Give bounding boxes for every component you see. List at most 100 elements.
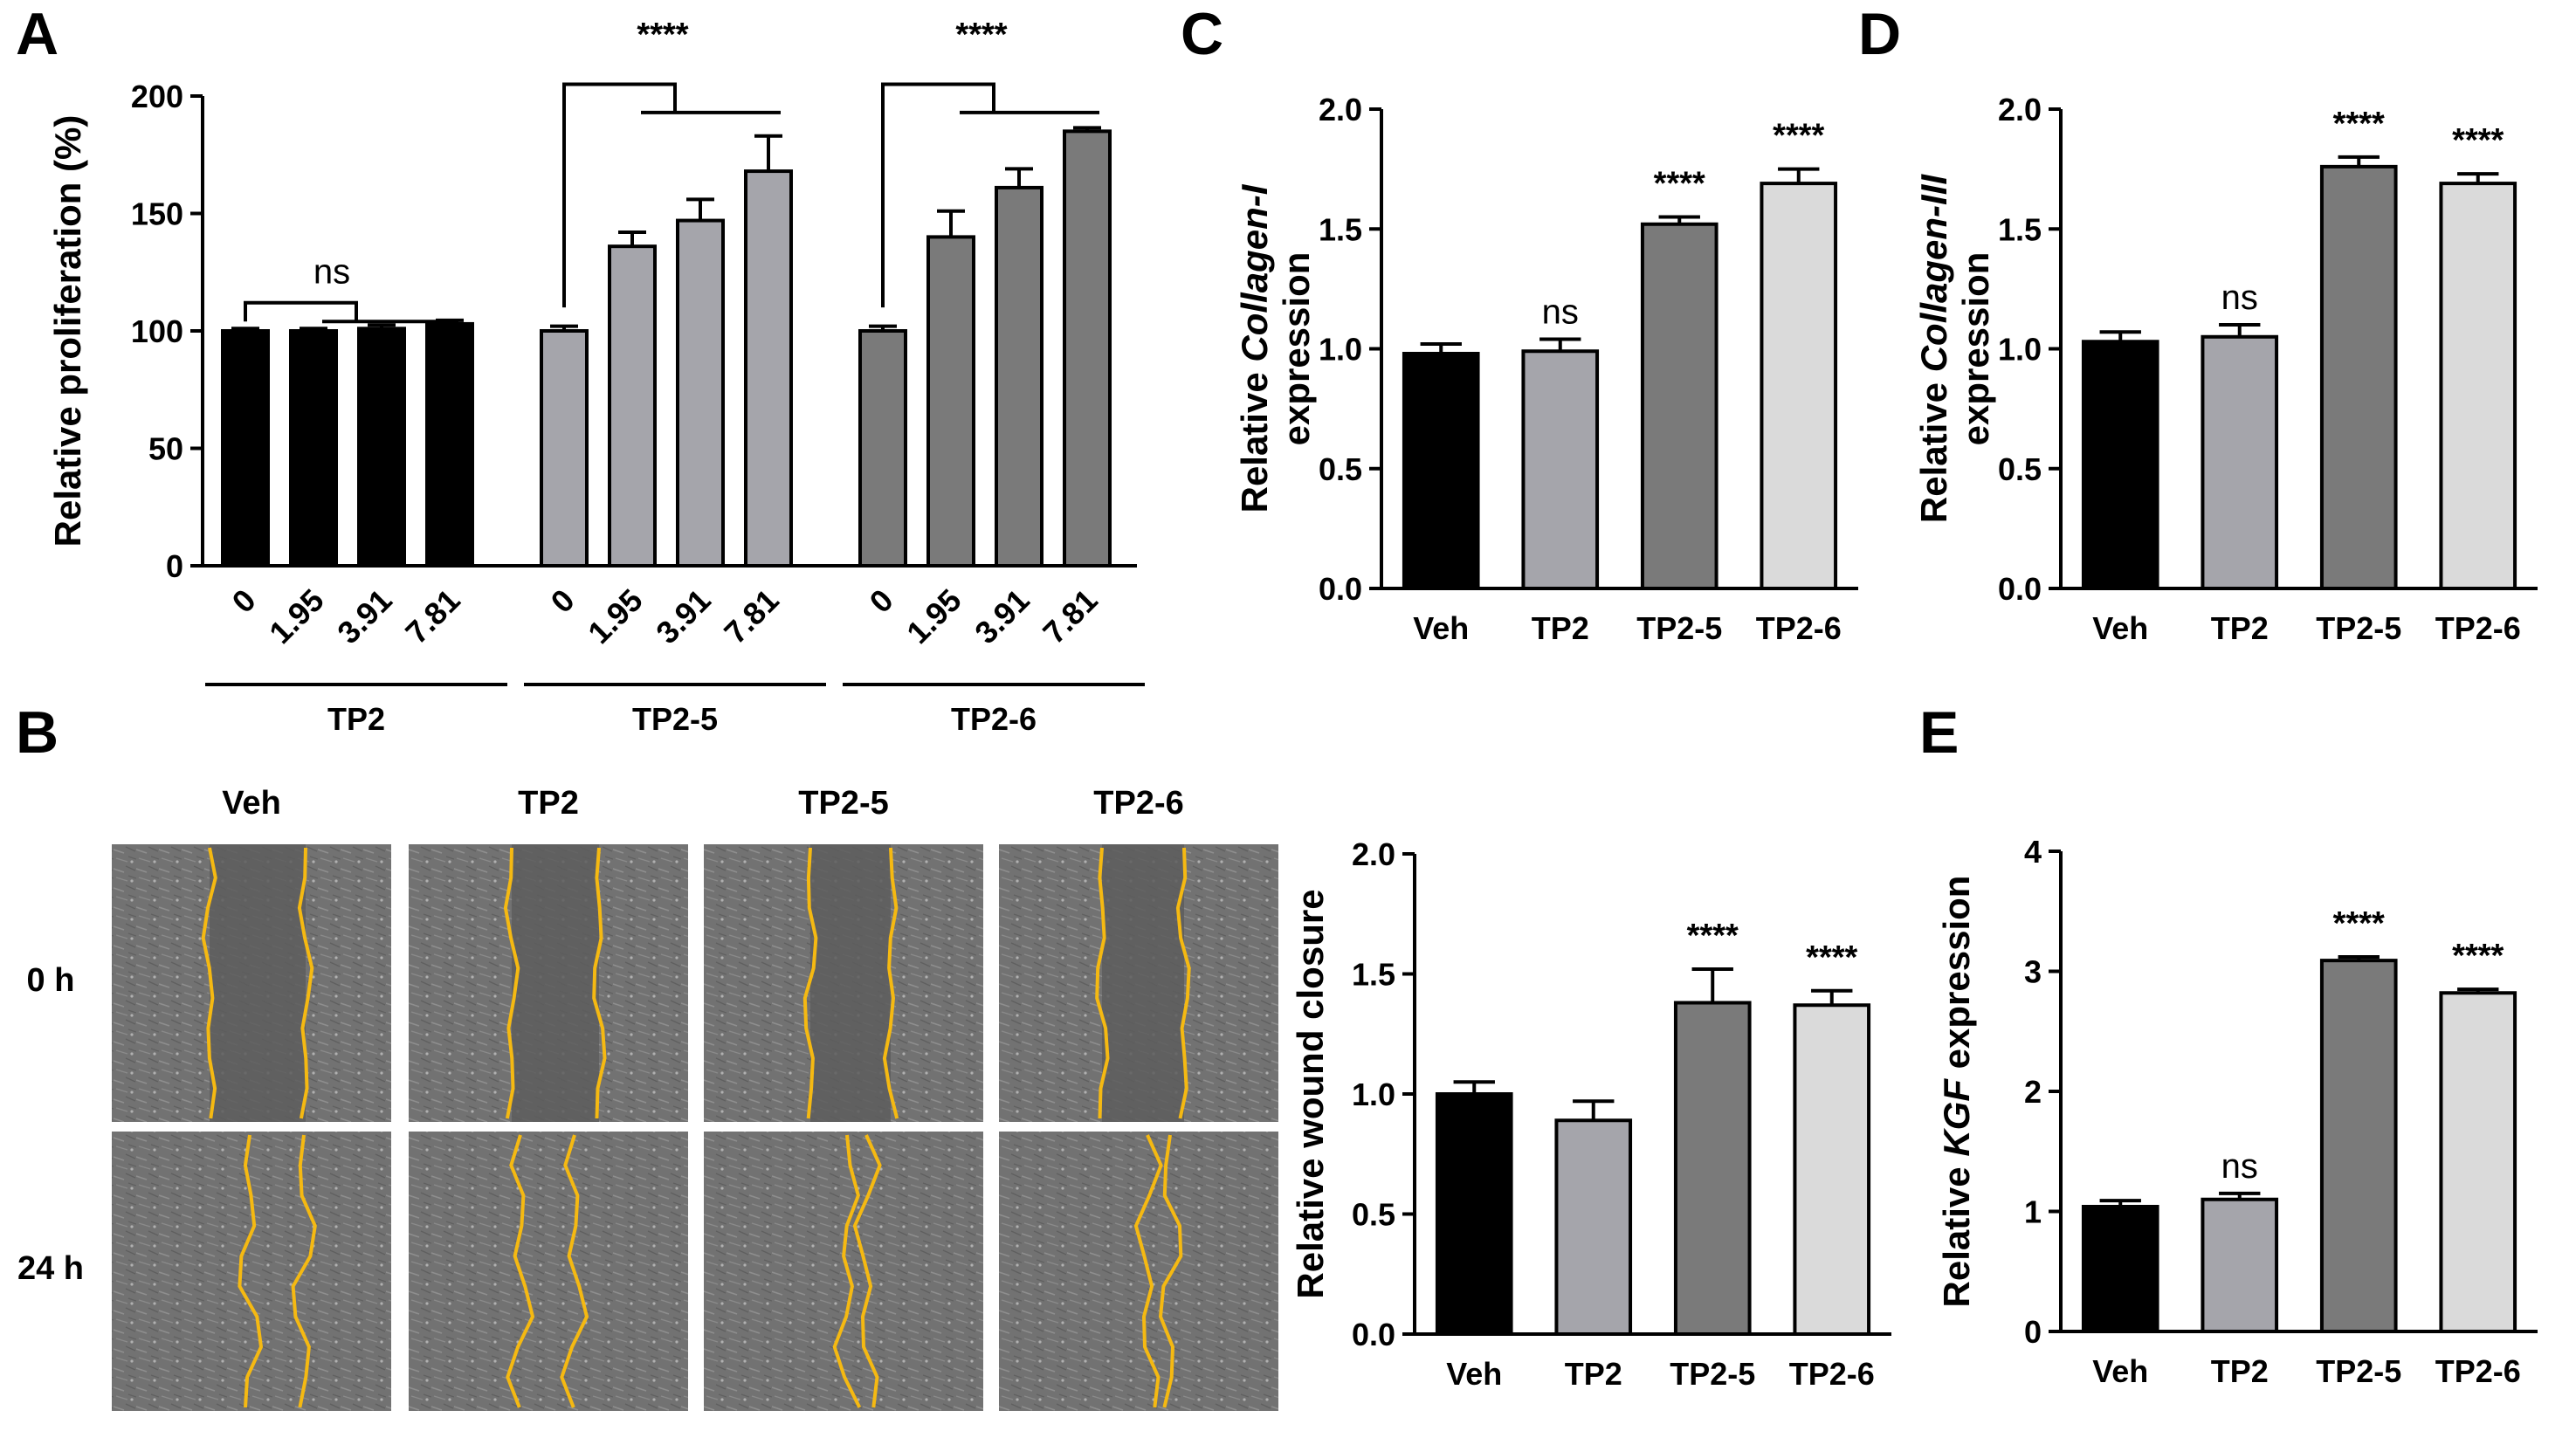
category-label: 7.81	[1036, 582, 1105, 651]
wound-edge-line	[560, 1134, 589, 1408]
y-tick-label: 0.5	[1319, 451, 1362, 487]
wound-edge-line	[802, 847, 818, 1119]
bar-tp2-5-3	[744, 169, 793, 568]
bar-tp2-6	[1793, 1003, 1871, 1336]
category-label: TP2-6	[1756, 610, 1842, 646]
wound-edge-line	[1095, 847, 1110, 1119]
bar-veh	[2081, 1205, 2159, 1333]
significance-bracket	[881, 82, 995, 308]
wound-edge-line	[201, 847, 217, 1119]
category-label: Veh	[2092, 1353, 2148, 1389]
category-label: TP2	[2211, 1353, 2269, 1389]
y-tick-label: 0.5	[1998, 451, 2042, 487]
category-label: TP2	[2211, 610, 2269, 646]
wound-edge-line	[1133, 1134, 1163, 1408]
category-label: 3.91	[968, 582, 1037, 651]
category-label: TP2-5	[2316, 610, 2401, 646]
significance-label: ****	[2333, 905, 2385, 942]
bar-tp2-5	[2319, 164, 2398, 590]
category-label: Veh	[1446, 1356, 1502, 1392]
significance-bracket	[244, 300, 358, 322]
category-label: Veh	[2092, 610, 2148, 646]
bar-tp2	[2201, 1197, 2279, 1333]
wound-edge-line	[238, 1134, 264, 1408]
wound-edge-line	[1175, 847, 1191, 1119]
bar-veh	[1402, 351, 1480, 590]
significance-bracket	[562, 82, 677, 308]
wound-gap	[512, 844, 599, 1122]
bar-tp2-6-1	[926, 235, 975, 568]
wound-photo	[999, 1132, 1278, 1411]
wound-edge-line	[592, 847, 607, 1119]
bar-tp2-5-1	[608, 244, 657, 568]
bar-tp2	[1521, 349, 1600, 590]
group-label: TP2-6	[951, 701, 1037, 737]
panel-letter-a: A	[16, 1, 59, 67]
wound-edge-line	[503, 847, 520, 1119]
y-tick-label: 1.0	[1319, 332, 1362, 368]
y-axis-label-line2: expression	[1955, 252, 1996, 446]
bar-tp2-6-3	[1063, 129, 1112, 568]
bar-tp2-5	[1673, 1001, 1752, 1336]
panel-letter-c: C	[1181, 1, 1223, 67]
y-tick-label: 1	[2024, 1194, 2042, 1230]
y-tick-label: 2.0	[1352, 836, 1395, 872]
y-tick-label: 1.0	[1998, 332, 2042, 368]
category-label: 1.95	[262, 582, 331, 651]
group-label: TP2-5	[632, 701, 718, 737]
category-label: TP2	[1565, 1356, 1622, 1392]
bar-tp2-6	[2439, 991, 2517, 1333]
significance-label: ****	[1654, 166, 1705, 203]
bar-tp2-1	[289, 329, 338, 568]
category-label: 3.91	[649, 582, 718, 651]
y-tick-label: 50	[148, 431, 183, 467]
wound-gap	[210, 844, 306, 1122]
y-tick-label: 4	[2024, 834, 2042, 870]
y-tick-label: 1.5	[1319, 211, 1362, 247]
category-label: 3.91	[330, 582, 399, 651]
bar-tp2	[2201, 334, 2279, 590]
bar-veh	[2081, 340, 2159, 590]
category-label: 1.95	[581, 582, 650, 651]
category-label: TP2-5	[2316, 1353, 2401, 1389]
bar-veh	[1435, 1092, 1513, 1336]
y-tick-label: 1.5	[1998, 211, 2042, 247]
bar-tp2-5	[1640, 222, 1718, 590]
y-tick-label: 0	[2024, 1314, 2042, 1350]
category-label: 0	[544, 582, 582, 620]
y-axis-label-part: Relative	[1234, 362, 1275, 513]
panel-letter-b: B	[16, 699, 59, 766]
photo-column-label: TP2-6	[1093, 785, 1183, 822]
bar-tp2-2	[357, 327, 406, 568]
category-label: 7.81	[717, 582, 786, 651]
y-axis-label-part: Relative	[1936, 1157, 1977, 1308]
y-tick-label: 2	[2024, 1074, 2042, 1110]
y-tick-label: 2.0	[1998, 92, 2042, 127]
y-axis-label-part: KGF	[1936, 1078, 1977, 1157]
photo-column-label: TP2-5	[798, 785, 888, 822]
bar-tp2-5-0	[540, 329, 589, 568]
significance-label: ****	[1773, 118, 1824, 155]
y-axis-label-part: Collagen-III	[1913, 174, 1954, 373]
chart-c-collagen-i: 0.0 0.5 1.0 1.5 2.0 Veh TP2 ns TP2-5 **** TP2-6 ***…	[1234, 92, 1858, 646]
bar-tp2-6-2	[995, 185, 1043, 568]
significance-label: ****	[2452, 938, 2504, 974]
y-axis-label: Relative wound closure	[1290, 889, 1331, 1298]
y-axis-label-line1: Relative Collagen-III	[1913, 174, 1954, 523]
wound-edge-line	[832, 1134, 862, 1408]
bar-tp2-6-0	[858, 329, 907, 568]
y-tick-label: 2.0	[1319, 92, 1362, 127]
y-tick-label: 1.0	[1352, 1077, 1395, 1112]
y-axis-label-part: Relative	[1913, 372, 1954, 523]
wound-healing-photo-grid: Veh TP2 TP2-5 TP2-6 0 h 24 h	[17, 785, 1278, 1411]
wound-edge-line	[882, 847, 899, 1119]
wound-edge-line	[291, 1134, 317, 1408]
y-tick-label: 100	[131, 313, 183, 349]
panel-letter-d: D	[1858, 1, 1901, 67]
category-label: TP2-6	[2435, 610, 2521, 646]
photo-row-label: 24 h	[17, 1250, 84, 1287]
bar-tp2-5	[2319, 959, 2398, 1333]
significance-label: ****	[2452, 122, 2504, 159]
